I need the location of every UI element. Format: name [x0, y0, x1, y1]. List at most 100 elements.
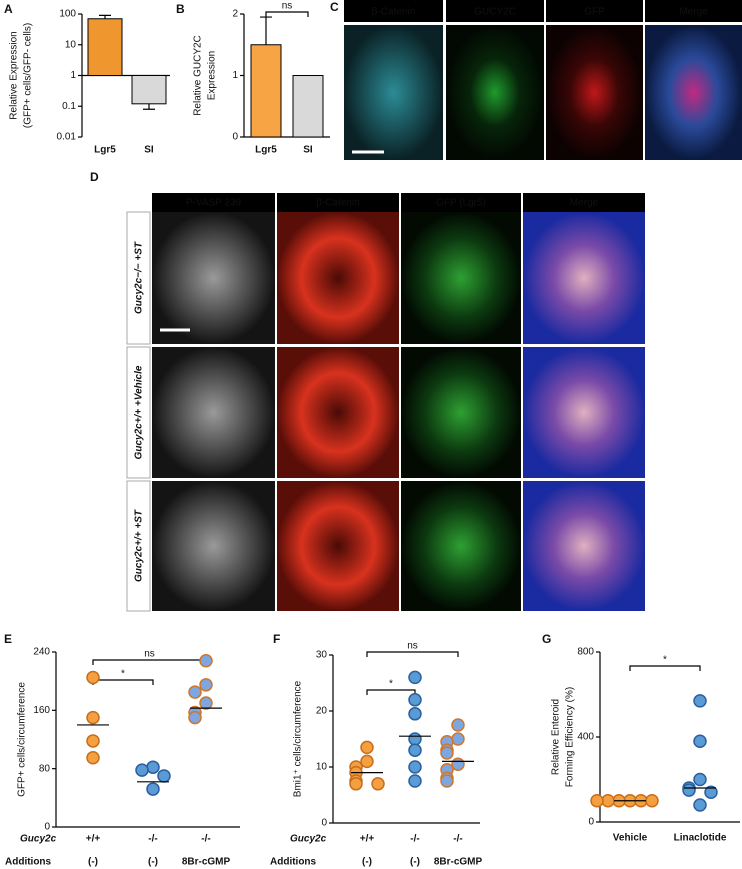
- significance-bracket: [92, 659, 207, 665]
- data-point: [86, 710, 100, 725]
- y-tick-label: 240: [33, 647, 50, 658]
- row-label: Gucy2c−/− +ST: [134, 241, 145, 314]
- error-bar: [99, 14, 111, 19]
- data-point: [693, 734, 707, 748]
- image-header-label: GFP (Lgr5): [436, 198, 486, 209]
- micrograph: [645, 25, 742, 160]
- data-point: [440, 746, 454, 760]
- y-tick-label: 100: [59, 9, 76, 20]
- image-header: [401, 193, 521, 212]
- data-point: [682, 783, 696, 797]
- data-point: [371, 777, 385, 791]
- row-label: Gucy2c: [20, 834, 57, 845]
- data-point: [693, 798, 707, 812]
- panel-label: G: [542, 632, 551, 646]
- data-point: [408, 743, 422, 757]
- y-axis-label: Relative GUCY2C: [193, 35, 204, 116]
- data-point: [451, 718, 465, 732]
- y-tick-label: 2: [232, 9, 238, 20]
- data-point: [86, 750, 100, 765]
- data-point: [590, 794, 604, 808]
- micrograph: [152, 481, 275, 611]
- x-tick-label-2: 8Br-cGMP: [182, 857, 231, 868]
- y-tick-label: 0.1: [62, 101, 76, 112]
- data-point: [408, 760, 422, 774]
- x-tick-label: -/-: [148, 834, 157, 845]
- x-tick-label: Vehicle: [613, 833, 648, 844]
- data-point: [86, 670, 100, 685]
- row-label: Additions: [5, 857, 52, 868]
- image-header: [277, 193, 399, 212]
- y-tick-label: 0: [44, 822, 50, 833]
- data-point: [199, 696, 213, 710]
- significance-label: *: [121, 669, 125, 680]
- x-tick-label-2: 8Br-cGMP: [434, 857, 483, 868]
- y-axis-label: Expression: [207, 51, 218, 100]
- micrograph: [546, 25, 643, 160]
- data-point: [451, 757, 465, 771]
- y-tick-label: 0: [232, 132, 238, 143]
- image-header: [645, 0, 742, 22]
- panel-label: F: [273, 632, 280, 646]
- micrograph: [401, 347, 521, 478]
- micrograph: [152, 212, 275, 344]
- significance-label: ns: [282, 1, 293, 12]
- micrograph: [523, 347, 645, 478]
- micrograph: [401, 481, 521, 611]
- data-point: [408, 732, 422, 746]
- y-tick-label: 800: [577, 647, 594, 658]
- y-axis-label: Relative Expression: [9, 31, 20, 119]
- micrograph: [446, 25, 544, 160]
- x-tick-label-2: (-): [148, 857, 158, 868]
- data-point: [86, 734, 100, 748]
- data-point: [360, 740, 374, 755]
- data-point: [704, 785, 718, 799]
- bar: [250, 44, 282, 138]
- image-header-label: P-VASP 239: [186, 198, 242, 209]
- significance-label: *: [663, 655, 667, 666]
- x-tick-label-2: (-): [88, 857, 98, 868]
- panel-label: A: [4, 2, 13, 16]
- row-label: Gucy2c: [290, 834, 327, 845]
- data-point: [408, 707, 422, 721]
- data-point: [440, 774, 454, 788]
- y-axis-label: Bmi1⁺ cells/circumference: [293, 680, 304, 797]
- data-point: [601, 794, 615, 808]
- data-point: [451, 732, 465, 746]
- significance-bracket: [629, 665, 701, 671]
- data-point: [693, 694, 707, 708]
- y-axis-label: (GFP+ cells/GFP- cells): [23, 23, 34, 128]
- row-label-box: [126, 346, 151, 479]
- y-tick-label: 0: [321, 818, 327, 829]
- image-header-label: Merge: [679, 7, 708, 18]
- micrograph: [277, 481, 399, 611]
- row-label: Gucy2c+/+ +Vehicle: [134, 365, 145, 459]
- panel-label: D: [90, 170, 99, 184]
- y-tick-label: 160: [33, 705, 50, 716]
- y-tick-label: 20: [316, 706, 328, 717]
- image-header-label: GUCY2C: [474, 7, 516, 18]
- x-tick-label: SI: [144, 145, 154, 156]
- error-bar: [143, 103, 155, 110]
- y-tick-label: 0.01: [57, 132, 77, 143]
- x-tick-label: SI: [303, 145, 313, 156]
- image-header: [523, 193, 645, 212]
- data-point: [645, 794, 659, 808]
- significance-label: *: [389, 679, 393, 690]
- data-point: [199, 654, 213, 668]
- x-tick-label-2: (-): [410, 857, 420, 868]
- data-point: [199, 678, 213, 692]
- micrograph: [523, 481, 645, 611]
- y-tick-label: 10: [65, 39, 77, 50]
- significance-label: ns: [144, 649, 155, 660]
- x-tick-label: +/+: [86, 834, 101, 845]
- y-axis-label: Relative Enteroid: [551, 699, 562, 775]
- micrograph: [523, 212, 645, 344]
- significance-bracket: [366, 689, 416, 695]
- y-axis-label: Forming Efficiency (%): [565, 687, 576, 787]
- x-tick-label-2: (-): [362, 857, 372, 868]
- x-tick-label: -/-: [410, 834, 419, 845]
- x-tick-label: Lgr5: [94, 145, 116, 156]
- image-header: [344, 0, 443, 22]
